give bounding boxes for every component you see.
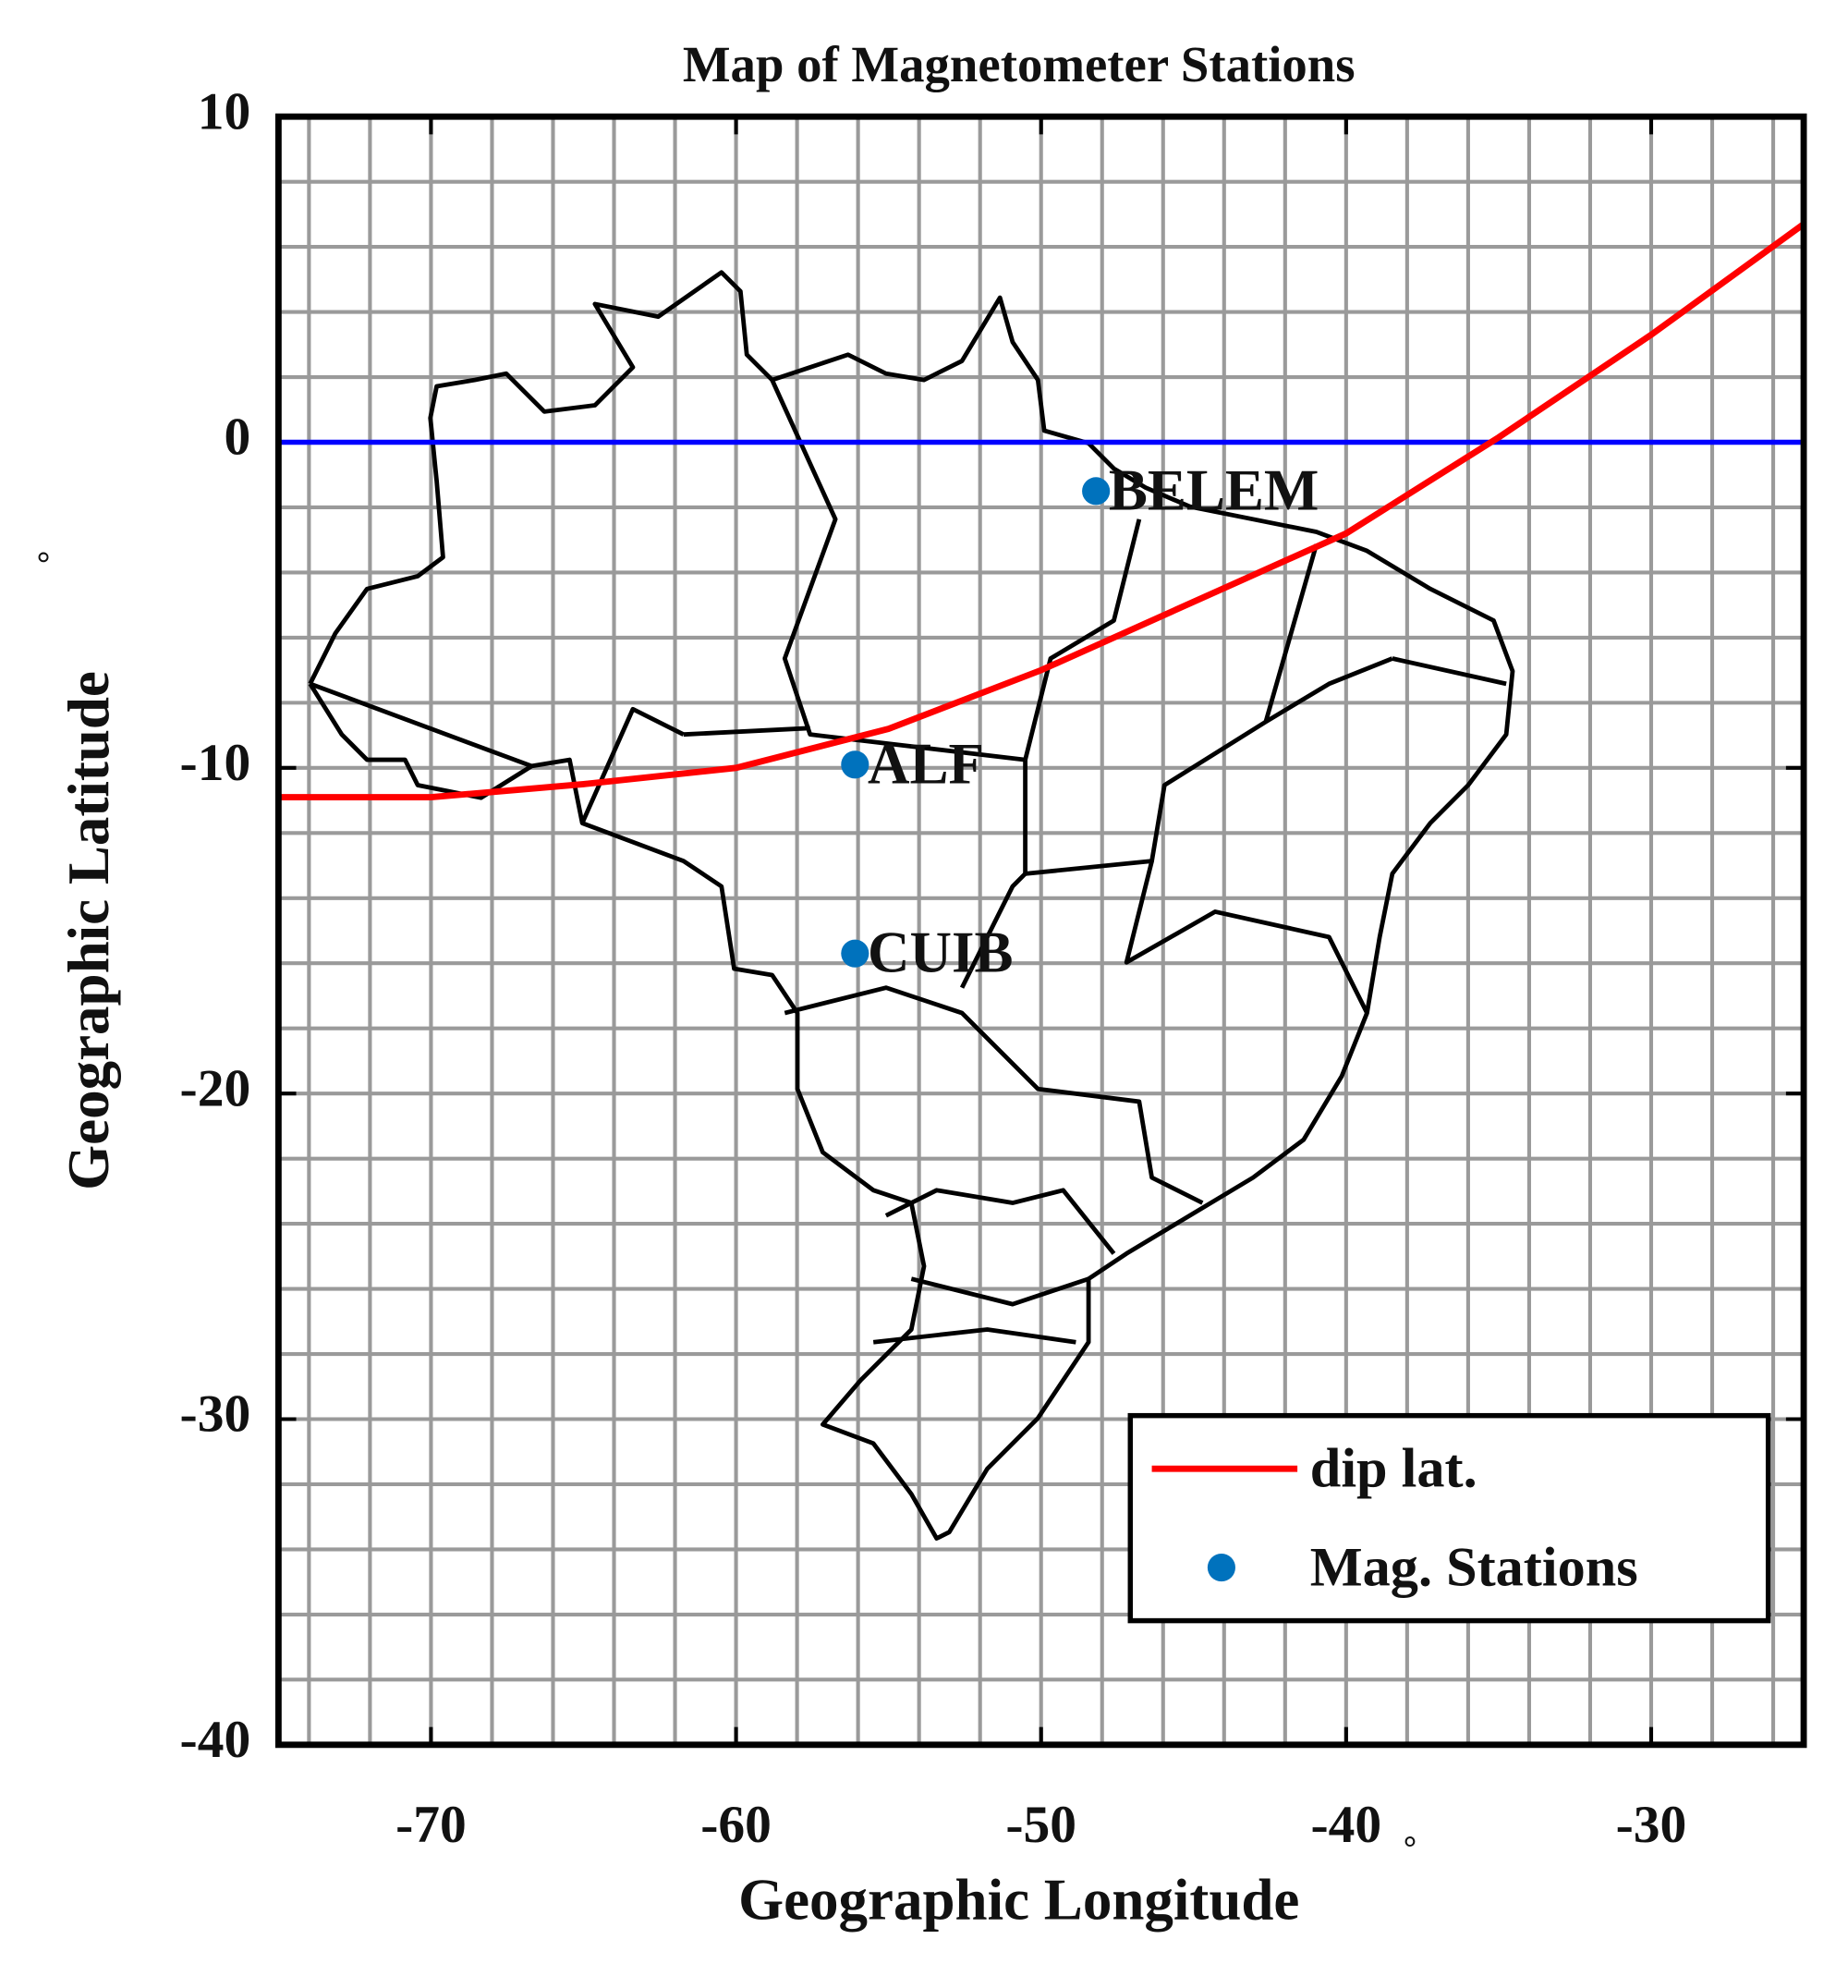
station-marker bbox=[841, 750, 869, 779]
y-tick-label: -40 bbox=[180, 1711, 251, 1769]
dip-line bbox=[278, 221, 1806, 800]
y-tick-label: -20 bbox=[180, 1059, 251, 1117]
x-tick-label: -50 bbox=[1005, 1796, 1076, 1854]
y-tick-label: 0 bbox=[224, 409, 250, 467]
state-border bbox=[872, 1327, 1076, 1345]
legend-box bbox=[1127, 1412, 1771, 1624]
x-axis-unit: ° bbox=[1404, 1829, 1416, 1866]
y-tick-label: -30 bbox=[180, 1385, 251, 1444]
state-border bbox=[1023, 518, 1142, 761]
x-tick-label: -70 bbox=[395, 1796, 467, 1854]
x-tick-label: -40 bbox=[1311, 1796, 1382, 1854]
legend-label: dip lat. bbox=[1310, 1438, 1477, 1500]
legend-marker bbox=[1207, 1553, 1235, 1582]
station-label: BELEM bbox=[1109, 457, 1319, 522]
chart-title: Map of Magnetometer Stations bbox=[683, 36, 1356, 92]
data-layer bbox=[278, 221, 1806, 968]
station-label: CUIB bbox=[868, 921, 1014, 985]
y-tick-label: 10 bbox=[198, 82, 251, 140]
state-border bbox=[884, 1188, 1116, 1255]
state-border bbox=[1392, 656, 1507, 687]
country-outline bbox=[308, 270, 1515, 1541]
state-border bbox=[683, 726, 810, 738]
brazil-map bbox=[308, 270, 1515, 1541]
axes-box bbox=[274, 113, 1807, 1749]
station-marker bbox=[1082, 477, 1111, 506]
y-axis-label: Geographic Latitude bbox=[56, 671, 121, 1190]
state-border bbox=[784, 985, 1204, 1205]
legend: dip lat. Mag. Stations bbox=[1127, 1412, 1771, 1624]
x-tick-label: -60 bbox=[700, 1796, 772, 1854]
legend-label: Mag. Stations bbox=[1310, 1536, 1638, 1598]
station-marker bbox=[841, 939, 869, 968]
x-axis-label: Geographic Longitude bbox=[738, 1867, 1299, 1932]
y-tick-label: -10 bbox=[180, 734, 251, 792]
state-border bbox=[770, 379, 1026, 762]
state-border bbox=[1263, 543, 1319, 723]
state-border bbox=[309, 681, 533, 769]
y-axis-unit: ° bbox=[31, 551, 68, 564]
state-border bbox=[959, 872, 1027, 989]
state-border bbox=[1124, 860, 1369, 1015]
x-tick-label: -30 bbox=[1616, 1796, 1687, 1854]
state-border bbox=[910, 1276, 1089, 1307]
station-label: ALF bbox=[868, 731, 984, 796]
